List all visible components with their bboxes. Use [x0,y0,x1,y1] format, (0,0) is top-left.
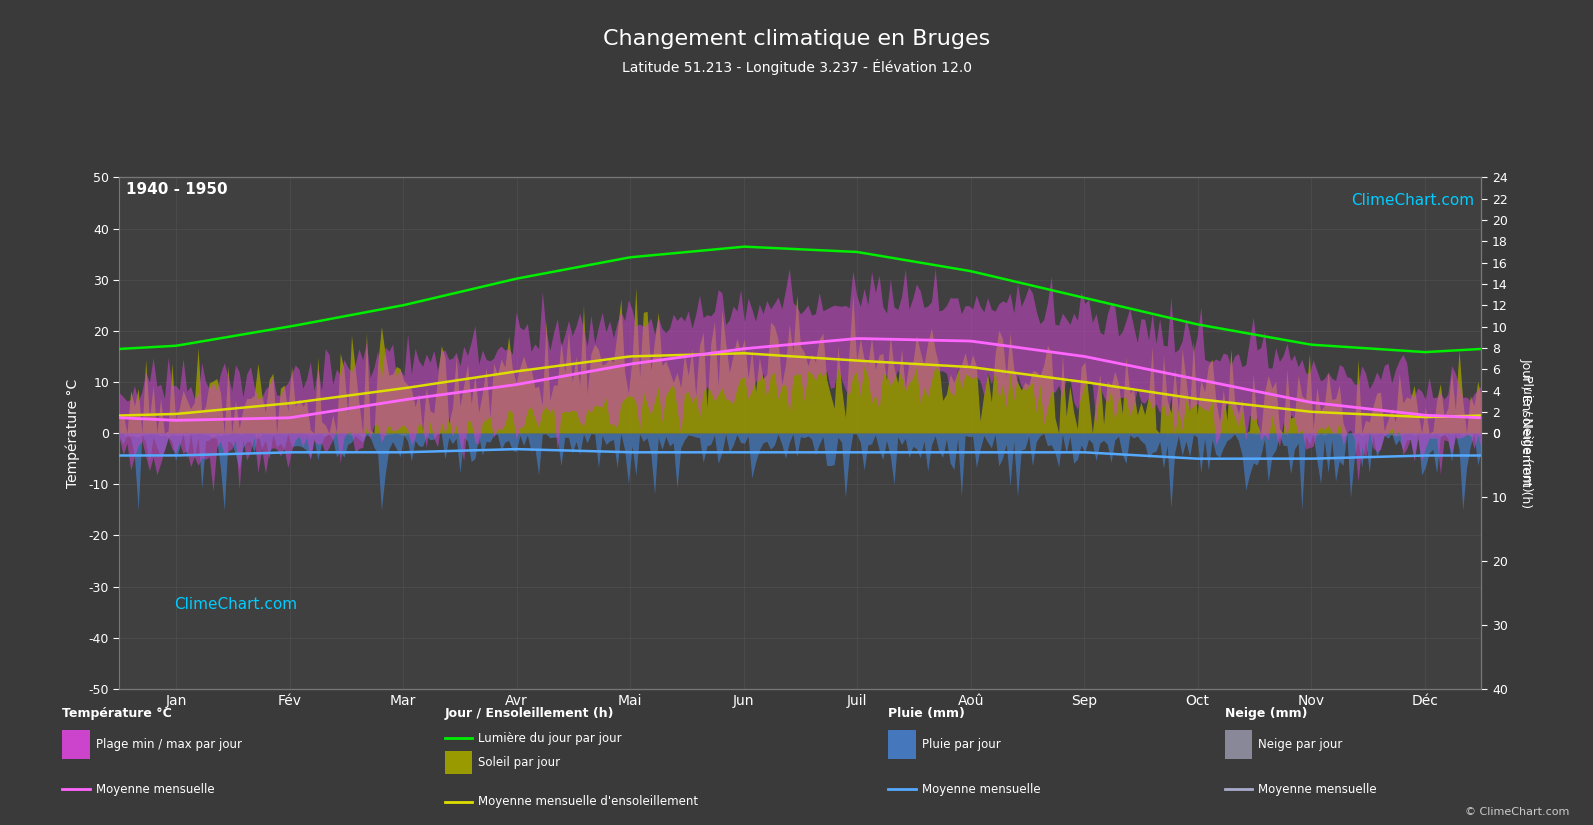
Text: Plage min / max par jour: Plage min / max par jour [96,738,242,751]
Text: Changement climatique en Bruges: Changement climatique en Bruges [602,29,991,49]
Bar [1225,730,1252,758]
Text: Jour / Ensoleillement (h): Jour / Ensoleillement (h) [444,707,615,720]
Text: Latitude 51.213 - Longitude 3.237 - Élévation 12.0: Latitude 51.213 - Longitude 3.237 - Élév… [621,59,972,75]
Text: Moyenne mensuelle: Moyenne mensuelle [1258,783,1376,795]
Text: Soleil par jour: Soleil par jour [478,756,561,769]
Text: 1940 - 1950: 1940 - 1950 [126,182,228,197]
Y-axis label: Pluie / Neige (mm): Pluie / Neige (mm) [1520,375,1532,492]
Text: © ClimeChart.com: © ClimeChart.com [1464,807,1569,817]
Text: Neige par jour: Neige par jour [1258,738,1343,751]
Y-axis label: Jour / Ensoleillement (h): Jour / Ensoleillement (h) [1520,358,1532,508]
Text: Moyenne mensuelle: Moyenne mensuelle [96,783,215,795]
Bar [889,730,916,758]
Bar [62,730,89,758]
Bar [444,751,472,774]
Y-axis label: Température °C: Température °C [65,379,80,488]
Text: Moyenne mensuelle d'ensoleillement: Moyenne mensuelle d'ensoleillement [478,795,699,808]
Text: Pluie par jour: Pluie par jour [922,738,1000,751]
Text: Lumière du jour par jour: Lumière du jour par jour [478,732,621,744]
Text: ClimeChart.com: ClimeChart.com [174,596,296,612]
Text: ClimeChart.com: ClimeChart.com [1351,193,1475,208]
Text: Température °C: Température °C [62,707,172,720]
Text: Pluie (mm): Pluie (mm) [889,707,965,720]
Text: Moyenne mensuelle: Moyenne mensuelle [922,783,1040,795]
Text: Neige (mm): Neige (mm) [1225,707,1308,720]
